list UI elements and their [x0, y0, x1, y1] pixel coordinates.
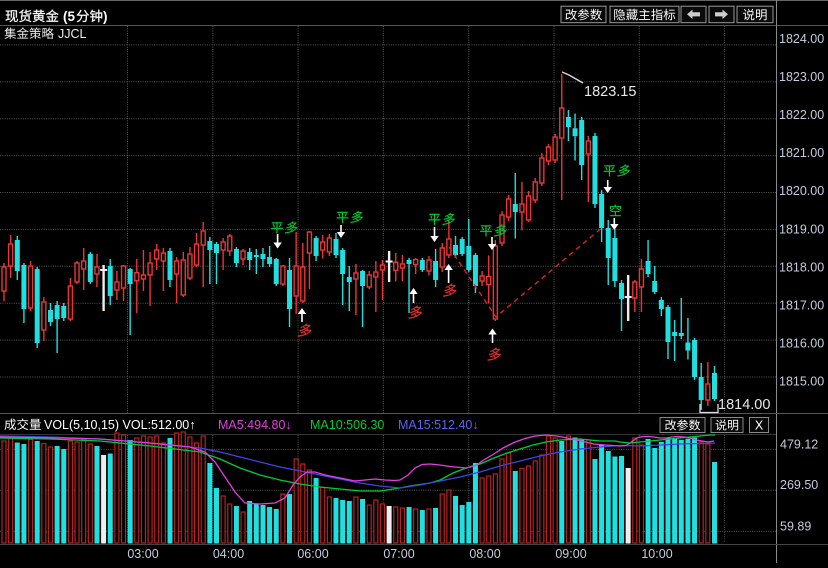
- svg-text:1820.00: 1820.00: [779, 184, 824, 198]
- svg-text:479.12: 479.12: [780, 437, 818, 451]
- svg-text:1819.00: 1819.00: [779, 222, 824, 236]
- svg-text:JJCL: JJCL: [58, 27, 87, 41]
- svg-text:09:00: 09:00: [555, 547, 586, 561]
- svg-text:MA5:494.80↓: MA5:494.80↓: [218, 418, 292, 432]
- svg-text:10:00: 10:00: [641, 547, 672, 561]
- svg-text:1816.00: 1816.00: [779, 336, 824, 350]
- svg-text:269.50: 269.50: [780, 478, 818, 492]
- svg-text:(5: (5: [63, 9, 75, 24]
- svg-text:1815.00: 1815.00: [779, 374, 824, 388]
- svg-text:08:00: 08:00: [469, 547, 500, 561]
- svg-text:1823.15: 1823.15: [584, 84, 636, 100]
- svg-text:1818.00: 1818.00: [779, 260, 824, 274]
- svg-text:1823.00: 1823.00: [779, 70, 824, 84]
- svg-text:07:00: 07:00: [383, 547, 414, 561]
- svg-text:X: X: [755, 419, 764, 433]
- svg-text:MA10:506.30: MA10:506.30: [310, 418, 384, 432]
- svg-text:): ): [103, 9, 108, 24]
- svg-text:MA15:512.40↓: MA15:512.40↓: [398, 418, 479, 432]
- svg-text:1821.00: 1821.00: [779, 146, 824, 160]
- svg-text:04:00: 04:00: [213, 547, 244, 561]
- svg-text:1817.00: 1817.00: [779, 298, 824, 312]
- svg-text:1822.00: 1822.00: [779, 108, 824, 122]
- svg-text:03:00: 03:00: [127, 547, 158, 561]
- svg-text:1824.00: 1824.00: [779, 32, 824, 46]
- svg-text:1814.00: 1814.00: [718, 397, 770, 413]
- svg-text:59.89: 59.89: [780, 519, 811, 533]
- svg-text:06:00: 06:00: [297, 547, 328, 561]
- svg-text:VOL(5,10,15) VOL:512.00↑: VOL(5,10,15) VOL:512.00↑: [44, 418, 195, 432]
